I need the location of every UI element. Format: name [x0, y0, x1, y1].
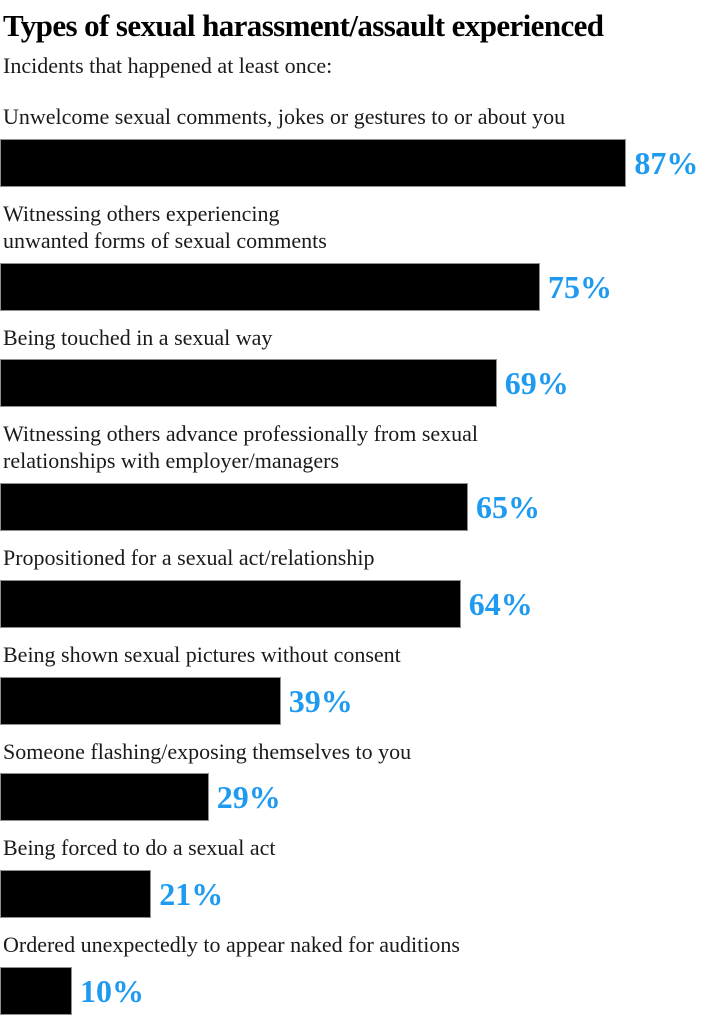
bar-line: 29%	[0, 773, 706, 822]
bar-line: 75%	[0, 262, 706, 311]
bar-line: 21%	[0, 870, 706, 919]
bar	[0, 967, 72, 1016]
bar-row: Witnessing others advance professionally…	[0, 421, 706, 531]
value-label: 29%	[216, 779, 281, 816]
category-label: Propositioned for a sexual act/relations…	[3, 545, 375, 570]
value-label: 75%	[548, 268, 612, 305]
bar-line: 10%	[0, 967, 706, 1016]
chart-subtitle: Incidents that happened at least once:	[3, 52, 333, 78]
bar	[0, 359, 497, 408]
page-title: Types of sexual harassment/assault exper…	[3, 8, 604, 43]
category-label: Witnessing others advance professionally…	[3, 421, 479, 474]
category-label: Being forced to do a sexual act	[3, 835, 276, 861]
bar	[0, 676, 281, 725]
value-label: 10%	[80, 973, 144, 1010]
category-label: Unwelcome sexual comments, jokes or gest…	[3, 104, 566, 130]
bar	[0, 138, 627, 187]
bar-row: Propositioned for a sexual act/relations…	[0, 545, 706, 628]
bar-row: Being shown sexual pictures without cons…	[0, 642, 706, 725]
value-label: 65%	[476, 489, 540, 525]
bar-row: Someone flashing/exposing themselves to …	[0, 739, 706, 822]
bar	[0, 262, 540, 311]
bar-row: Ordered unexpectedly to appear naked for…	[0, 932, 706, 1016]
bar-row: Being forced to do a sexual act 21%	[0, 835, 706, 919]
category-label: Someone flashing/exposing themselves to …	[3, 738, 412, 764]
value-label: 69%	[504, 365, 569, 402]
category-label: Being touched in a sexual way	[3, 324, 273, 350]
bar-line: 69%	[0, 359, 706, 408]
category-label: Being shown sexual pictures without cons…	[3, 641, 401, 667]
bar	[0, 773, 209, 822]
bar	[0, 579, 461, 628]
bar-line: 65%	[0, 483, 706, 531]
category-label: Ordered unexpectedly to appear naked for…	[3, 932, 460, 958]
bar	[0, 870, 152, 919]
bar-row: Witnessing others experiencing unwanted …	[0, 201, 706, 311]
bar	[0, 483, 468, 531]
value-label: 39%	[288, 682, 353, 719]
bar-line: 39%	[0, 676, 706, 725]
value-label: 21%	[159, 876, 224, 913]
bar-line: 64%	[0, 579, 706, 628]
category-label: Witnessing others experiencing unwanted …	[3, 200, 327, 253]
bar-row: Being touched in a sexual way 69%	[0, 325, 706, 408]
bar-row: Unwelcome sexual comments, jokes or gest…	[0, 104, 706, 187]
bar-line: 87%	[0, 138, 706, 187]
value-label: 87%	[634, 144, 699, 181]
value-label: 64%	[468, 585, 533, 622]
